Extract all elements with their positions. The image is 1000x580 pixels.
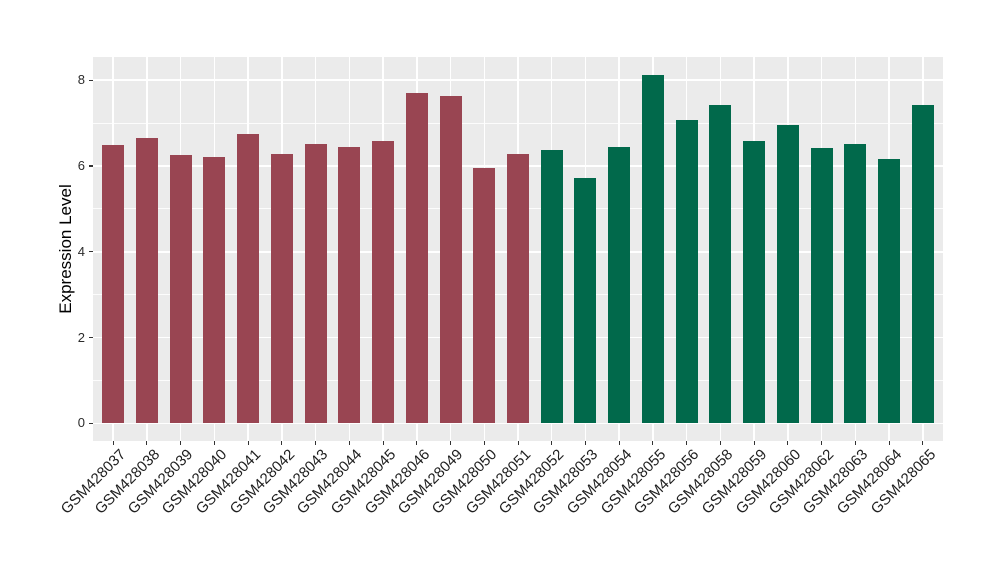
x-tick-mark bbox=[450, 441, 452, 445]
bar-GSM428056 bbox=[675, 120, 698, 424]
x-tick-mark bbox=[112, 441, 114, 445]
bar-GSM428049 bbox=[439, 96, 462, 424]
bar-GSM428054 bbox=[608, 147, 631, 424]
y-tick-mark bbox=[89, 422, 93, 424]
x-tick-mark bbox=[686, 441, 688, 445]
x-tick-mark bbox=[348, 441, 350, 445]
x-tick-mark bbox=[247, 441, 249, 445]
x-tick-mark bbox=[517, 441, 519, 445]
bar-GSM428060 bbox=[776, 124, 799, 424]
bar-GSM428052 bbox=[540, 150, 563, 424]
x-tick-mark bbox=[854, 441, 856, 445]
x-tick-mark bbox=[922, 441, 924, 445]
y-tick-mark bbox=[89, 251, 93, 253]
x-tick-mark bbox=[719, 441, 721, 445]
bar-GSM428059 bbox=[743, 141, 766, 424]
y-tick-label: 6 bbox=[77, 157, 85, 173]
x-tick-mark bbox=[416, 441, 418, 445]
x-tick-mark bbox=[888, 441, 890, 445]
x-tick-mark bbox=[753, 441, 755, 445]
x-tick-mark bbox=[213, 441, 215, 445]
bar-GSM428037 bbox=[102, 144, 125, 424]
major-gridline bbox=[93, 422, 943, 425]
bar-GSM428046 bbox=[405, 93, 428, 424]
y-tick-label: 2 bbox=[77, 329, 85, 345]
x-tick-mark bbox=[584, 441, 586, 445]
bar-GSM428038 bbox=[135, 137, 158, 424]
x-tick-mark bbox=[483, 441, 485, 445]
x-tick-mark bbox=[315, 441, 317, 445]
bar-GSM428044 bbox=[338, 147, 361, 424]
y-tick-label: 8 bbox=[77, 72, 85, 88]
bar-GSM428050 bbox=[473, 167, 496, 424]
x-tick-mark bbox=[382, 441, 384, 445]
bar-GSM428062 bbox=[810, 147, 833, 424]
bar-GSM428039 bbox=[169, 154, 192, 424]
x-tick-mark bbox=[787, 441, 789, 445]
bar-GSM428045 bbox=[372, 141, 395, 424]
bar-GSM428042 bbox=[270, 153, 293, 424]
bar-GSM428043 bbox=[304, 144, 327, 424]
x-tick-mark bbox=[146, 441, 148, 445]
x-tick-mark bbox=[551, 441, 553, 445]
bar-GSM428041 bbox=[237, 134, 260, 424]
bar-GSM428051 bbox=[507, 153, 529, 424]
bar-GSM428055 bbox=[641, 75, 664, 424]
bar-GSM428058 bbox=[709, 105, 732, 424]
bar-GSM428040 bbox=[203, 156, 226, 424]
x-tick-mark bbox=[180, 441, 182, 445]
x-tick-mark bbox=[281, 441, 283, 445]
y-tick-mark bbox=[89, 165, 93, 167]
y-tick-mark bbox=[89, 79, 93, 81]
y-axis-title: Expression Level bbox=[56, 184, 75, 314]
bar-GSM428064 bbox=[878, 159, 901, 424]
x-tick-mark bbox=[618, 441, 620, 445]
major-gridline bbox=[93, 79, 943, 81]
x-tick-mark bbox=[821, 441, 823, 445]
bar-GSM428063 bbox=[844, 143, 867, 424]
bar-GSM428053 bbox=[574, 177, 597, 424]
y-tick-label: 4 bbox=[77, 243, 85, 259]
minor-gridline bbox=[93, 122, 943, 124]
y-tick-label: 0 bbox=[77, 415, 85, 431]
x-tick-mark bbox=[652, 441, 654, 445]
y-tick-mark bbox=[89, 336, 93, 339]
bar-GSM428065 bbox=[911, 104, 934, 424]
